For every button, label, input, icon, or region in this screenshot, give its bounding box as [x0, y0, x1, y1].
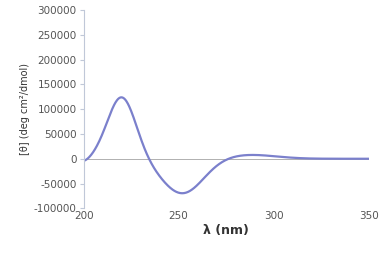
Y-axis label: [θ] (deg cm²/dmol): [θ] (deg cm²/dmol)	[20, 63, 30, 155]
X-axis label: λ (nm): λ (nm)	[203, 224, 249, 237]
